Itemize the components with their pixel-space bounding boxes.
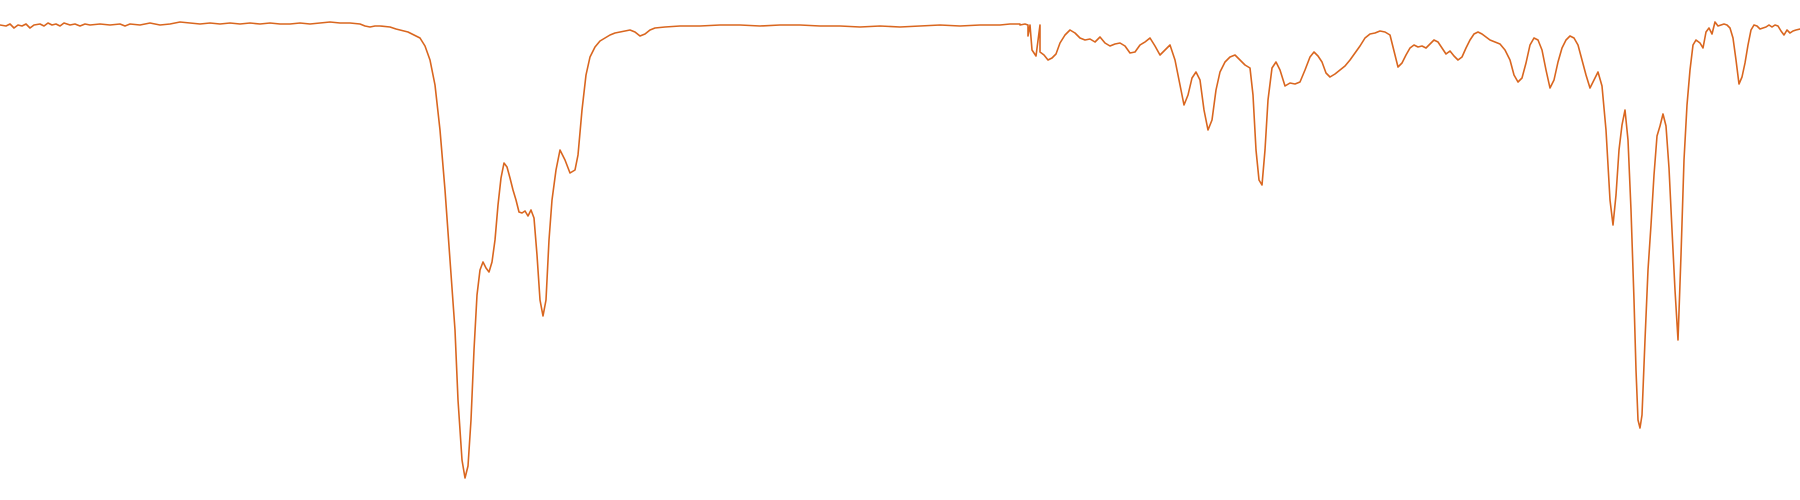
series-line-1 xyxy=(0,21,1800,479)
series-layer xyxy=(0,21,1800,479)
